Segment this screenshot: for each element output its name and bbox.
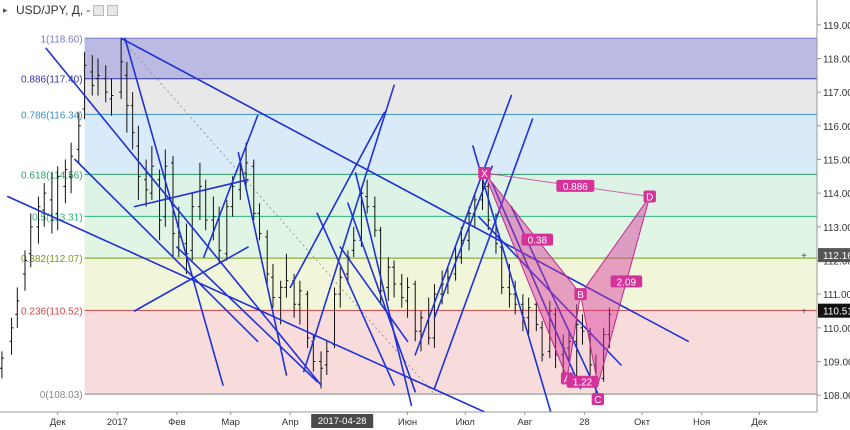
symbol-title[interactable]: USD/JPY, Д, bbox=[16, 3, 84, 17]
fib-level-label: 0.786(116.34) bbox=[21, 110, 83, 121]
trend-line bbox=[472, 145, 553, 417]
pattern-ratio-label-bg bbox=[566, 375, 599, 388]
fib-level-label: 1(118.60) bbox=[41, 34, 83, 45]
trend-line bbox=[302, 84, 395, 373]
trend-line bbox=[74, 158, 259, 343]
pattern-ratio-label: 1.22 bbox=[573, 378, 593, 389]
fib-level-label: 0.236(110.52) bbox=[21, 306, 83, 317]
x-tick-label: 2017-04-28 bbox=[318, 416, 367, 427]
price-label-marker: + bbox=[801, 251, 807, 262]
x-tick-label: Июл bbox=[456, 417, 475, 428]
chart-header: ▸ USD/JPY, Д, - bbox=[3, 3, 119, 17]
x-tick-label: Фев bbox=[168, 417, 186, 428]
pattern-xab bbox=[483, 172, 582, 381]
pattern-point-c: C bbox=[594, 395, 601, 406]
header-dash: - bbox=[86, 3, 91, 17]
trend-line bbox=[176, 246, 318, 383]
x-tick-label: Дек bbox=[50, 417, 67, 428]
price-label: 110.51 bbox=[823, 307, 850, 318]
pattern-point-x: X bbox=[481, 169, 488, 180]
trend-line bbox=[124, 37, 224, 386]
trend-line bbox=[289, 111, 386, 289]
settings-icon[interactable] bbox=[107, 4, 119, 16]
price-label: 112.16 bbox=[823, 251, 850, 262]
y-tick-label: 116.00 bbox=[823, 122, 850, 133]
pattern-ratio-label-bg bbox=[556, 179, 595, 192]
y-tick-label: 118.00 bbox=[823, 55, 850, 66]
pattern-ratio-label-bg bbox=[521, 233, 554, 246]
fib-band bbox=[84, 78, 818, 115]
y-tick-label: 109.00 bbox=[823, 358, 850, 369]
y-tick-label: 111.00 bbox=[823, 290, 850, 301]
y-tick-label: 119.00 bbox=[823, 21, 850, 32]
fib-band bbox=[84, 310, 818, 395]
x-tick-label: Апр bbox=[282, 417, 299, 428]
x-tick-label: 28 bbox=[579, 417, 590, 428]
trend-line bbox=[45, 47, 322, 386]
pattern-ratio-label: 2.09 bbox=[617, 277, 637, 288]
x-tick-label: Окт bbox=[634, 417, 651, 428]
fib-trend-line bbox=[120, 37, 435, 395]
trend-line bbox=[347, 202, 417, 393]
trend-line bbox=[316, 212, 395, 386]
fib-band bbox=[84, 38, 818, 79]
y-tick-label: 115.00 bbox=[823, 156, 850, 167]
trend-line bbox=[202, 114, 259, 258]
pattern-point-b: B bbox=[577, 290, 584, 301]
trend-line bbox=[433, 118, 534, 390]
x-tick-highlight-bg bbox=[311, 414, 374, 428]
collapse-chevron-icon[interactable]: ▸ bbox=[3, 5, 8, 15]
fib-level-label: 0.886(117.40) bbox=[21, 75, 83, 86]
pattern-point-d-bg bbox=[643, 190, 656, 203]
x-tick-label: Авг bbox=[517, 417, 532, 428]
fib-band bbox=[84, 174, 818, 217]
y-tick-label: 114.00 bbox=[823, 189, 850, 200]
pattern-ratio-label: 0.886 bbox=[563, 182, 588, 193]
y-tick-label: 117.00 bbox=[823, 88, 850, 99]
fib-level-label: 0.382(112.07) bbox=[21, 254, 83, 265]
trend-line bbox=[133, 178, 249, 208]
trend-line bbox=[133, 246, 249, 312]
trend-line bbox=[339, 246, 409, 343]
pattern-ratio-label: 0.38 bbox=[528, 236, 548, 247]
eye-toggle-icon[interactable] bbox=[93, 4, 105, 16]
pattern-point-c-bg bbox=[591, 393, 605, 406]
x-axis-bg bbox=[0, 412, 850, 430]
fib-band bbox=[84, 258, 818, 311]
pattern-bcd bbox=[580, 196, 651, 386]
y-tick-label: 113.00 bbox=[823, 223, 850, 234]
price-label-marker: + bbox=[801, 307, 807, 318]
trend-line bbox=[237, 151, 288, 376]
price-label-bg bbox=[818, 303, 850, 318]
trend-line bbox=[491, 182, 582, 390]
price-label-bg bbox=[818, 248, 850, 263]
fib-band bbox=[84, 216, 818, 259]
pattern-ratio-label-bg bbox=[610, 275, 643, 288]
trend-line bbox=[414, 94, 513, 356]
fib-band bbox=[84, 114, 818, 175]
x-tick-label: Дек bbox=[751, 417, 768, 428]
pattern-point-b-bg bbox=[574, 288, 587, 301]
x-tick-label: Июн bbox=[398, 417, 417, 428]
fib-level-label: 0(108.03) bbox=[40, 390, 83, 401]
x-tick-label: Ноя bbox=[693, 417, 710, 428]
x-tick-label: Мар bbox=[221, 417, 240, 428]
trend-line bbox=[433, 165, 493, 319]
trend-line bbox=[120, 37, 690, 343]
y-tick-label: 108.00 bbox=[823, 391, 850, 402]
x-tick-label: 2017 bbox=[107, 417, 128, 428]
pattern-point-x-bg bbox=[478, 166, 491, 179]
y-tick-label: 110.00 bbox=[823, 324, 850, 335]
y-axis-bg bbox=[817, 0, 850, 430]
pattern-point-d: D bbox=[646, 193, 653, 204]
trend-line bbox=[354, 172, 413, 407]
